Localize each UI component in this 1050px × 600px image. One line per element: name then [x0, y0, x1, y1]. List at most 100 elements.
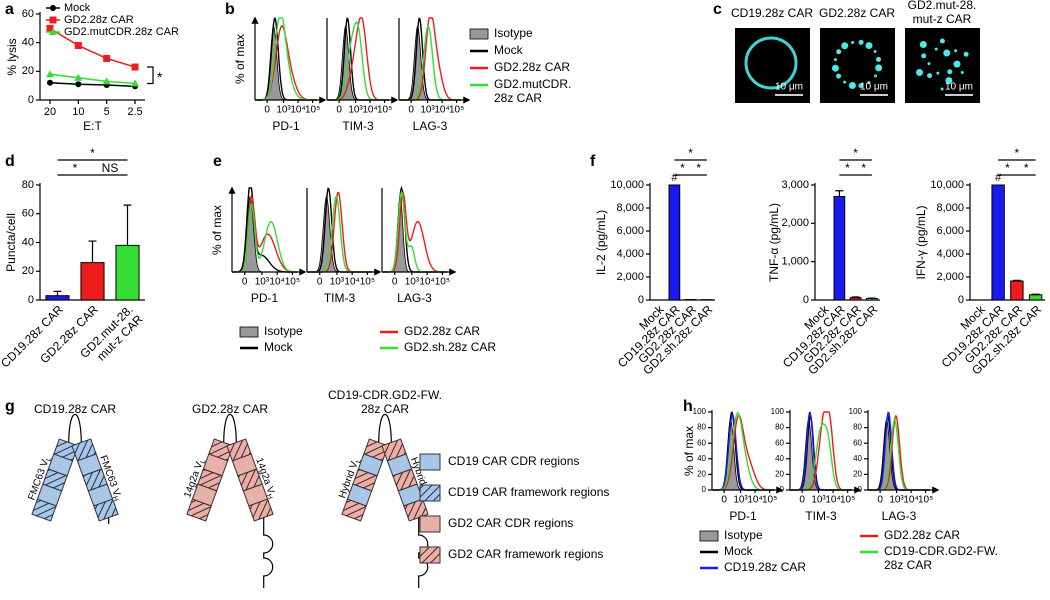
domain-subscript: L — [355, 458, 363, 464]
domain — [381, 438, 429, 522]
y-tick-label: 0 — [803, 294, 809, 306]
significance-label: * — [845, 161, 850, 175]
x-tick-label: 10⁵ — [285, 277, 300, 288]
y-axis-label: TNF-α (pg/mL) — [767, 203, 781, 282]
legend-label: CD19.28z CAR — [724, 560, 806, 574]
x-axis-label: LAG-3 — [882, 509, 917, 523]
y-tick-label: 40 — [853, 454, 862, 463]
y-tick-label: 60 — [853, 438, 862, 447]
legend-label: GD2.28z CAR — [404, 324, 480, 338]
marker — [50, 5, 56, 11]
y-axis-label: IFN-γ (pg/mL) — [914, 205, 928, 279]
scale-bar-label: 10 μm — [945, 82, 973, 93]
x-tick-label: 10³ — [811, 495, 826, 506]
x-tick-label: 10³ — [348, 105, 363, 116]
x-tick-label: 10⁵ — [762, 495, 777, 506]
histogram — [307, 191, 372, 273]
y-axis-label: % of max — [233, 34, 247, 84]
domain — [226, 438, 274, 522]
x-axis-label: TIM-3 — [324, 291, 356, 305]
significance-label: * — [853, 146, 858, 160]
significance-label: * — [1005, 161, 1010, 175]
puncta — [858, 39, 864, 45]
domain-region — [93, 498, 119, 522]
x-tick-label: 10⁴ — [434, 105, 449, 116]
significance-label: * — [90, 146, 95, 160]
histogram — [232, 196, 297, 273]
car-title: CD19-CDR.GD2-FW. 28z CAR — [328, 388, 442, 416]
bar — [849, 297, 862, 301]
marker — [75, 81, 82, 88]
x-tick-label: 10³ — [405, 277, 420, 288]
legend-label: Mock — [494, 43, 524, 57]
domain — [186, 438, 234, 522]
puncta — [867, 81, 871, 85]
y-tick-label: 0 — [958, 294, 964, 306]
x-axis-label: TIM-3 — [805, 509, 837, 523]
bar — [1010, 280, 1024, 301]
significance-label: * — [688, 146, 693, 160]
puncta — [858, 83, 864, 89]
histogram — [399, 25, 461, 101]
puncta — [865, 42, 873, 50]
legend-label: GD2.mutCDR.28z CAR — [494, 77, 571, 105]
y-tick-label: 40 — [697, 454, 706, 463]
y-tick-label: 20 — [697, 470, 706, 479]
legend-label: GD2 CAR CDR regions — [448, 516, 573, 530]
x-tick-label: 10⁵ — [377, 105, 392, 116]
x-tick-label: 10⁴ — [344, 277, 359, 288]
panel-label: h — [683, 398, 693, 415]
histogram — [327, 21, 389, 101]
legend-label: Isotype — [494, 26, 533, 40]
y-tick-label: 6,000 — [616, 225, 644, 237]
domain-region — [341, 498, 367, 522]
annotation: * — [157, 69, 163, 85]
puncta — [927, 73, 933, 79]
y-tick-label: 1,000 — [781, 256, 809, 268]
puncta — [947, 69, 953, 75]
histogram — [382, 189, 447, 273]
puncta — [916, 68, 924, 76]
car-construct: 14g2a VL 14g2a VH — [182, 413, 277, 588]
x-tick-label: 10³ — [733, 495, 748, 506]
y-tick-label: 40 — [22, 37, 34, 49]
marker — [131, 79, 139, 87]
legend-label: CD19 CAR framework regions — [448, 485, 609, 499]
marker — [46, 70, 54, 78]
puncta — [953, 60, 961, 68]
histogram — [232, 194, 297, 273]
histogram — [712, 414, 774, 491]
histogram — [307, 195, 372, 273]
y-tick-label: 20 — [853, 470, 862, 479]
legend-label: GD2 CAR framework regions — [448, 547, 603, 561]
domain — [71, 438, 119, 522]
puncta — [960, 71, 964, 75]
y-tick-label: 100 — [771, 407, 785, 416]
x-axis-label: PD-1 — [272, 119, 300, 133]
x-tick-label: 10⁵ — [435, 277, 450, 288]
legend-swatch — [469, 28, 489, 40]
puncta — [934, 47, 938, 51]
error-bar — [851, 296, 860, 298]
x-tick-label: 10⁴ — [747, 495, 762, 506]
y-axis-label: % of max — [210, 205, 224, 255]
puncta — [919, 40, 927, 48]
x-tick-label: 10³ — [889, 495, 904, 506]
histogram — [790, 411, 852, 491]
significance-label: * — [696, 161, 701, 175]
error-bar — [123, 204, 132, 246]
x-tick-label: 10⁵ — [360, 277, 375, 288]
y-tick-label: 100 — [693, 407, 707, 416]
puncta — [851, 40, 855, 44]
legend-swatch — [419, 546, 441, 564]
panel-label: f — [590, 153, 596, 170]
error-bar — [835, 190, 844, 197]
x-tick-label: 0 — [799, 495, 805, 506]
legend-label: Isotype — [724, 528, 763, 542]
puncta — [945, 77, 953, 85]
significance-label: * — [861, 161, 866, 175]
histogram — [327, 17, 389, 101]
y-tick-label: 80 — [775, 423, 784, 432]
legend-label: CD19 CAR CDR regions — [448, 454, 579, 468]
